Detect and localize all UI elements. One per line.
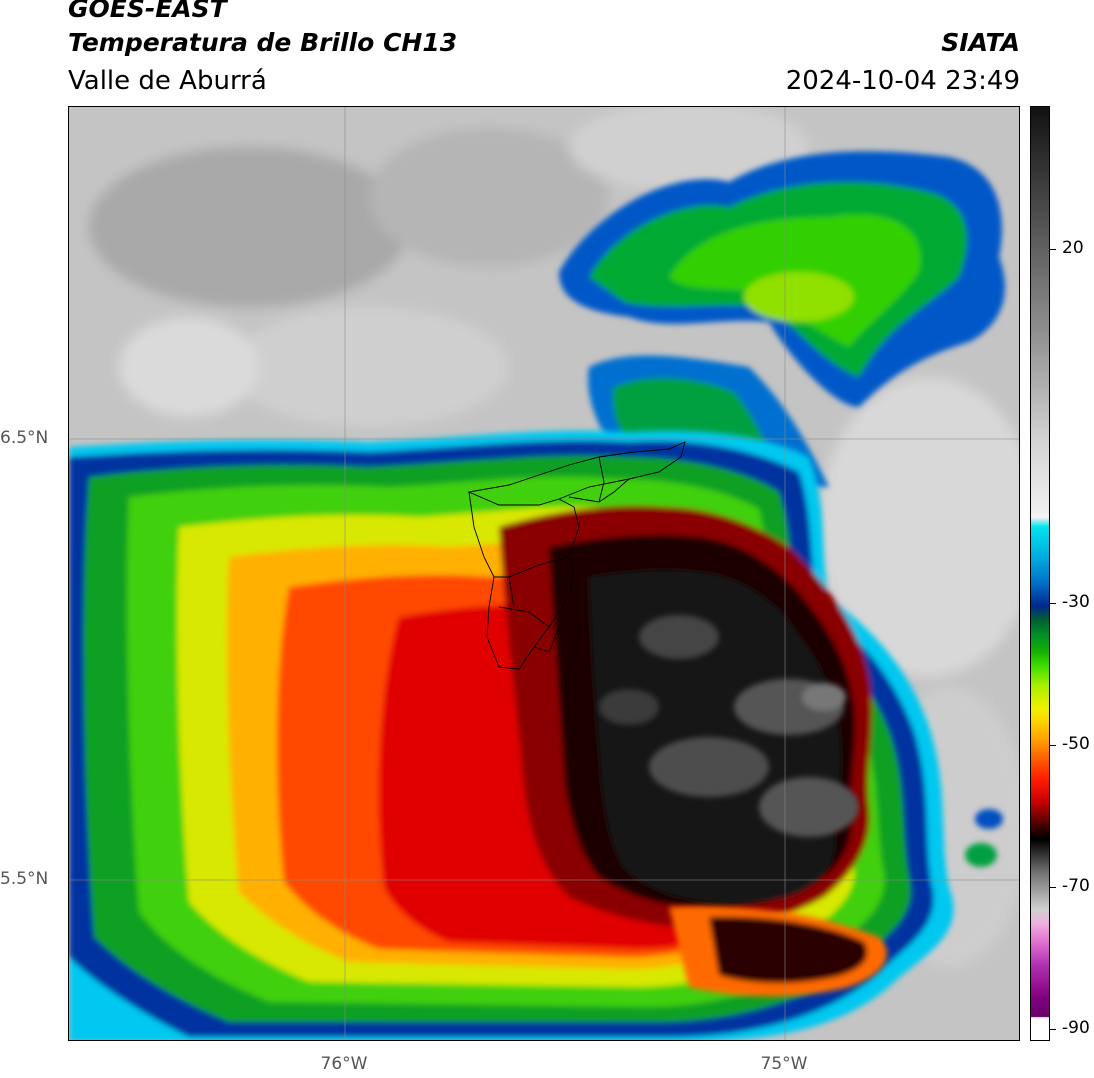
colorbar-tick xyxy=(1050,745,1056,746)
brightness-temperature-field xyxy=(69,107,1019,1040)
lat-tick-label: 6.5°N xyxy=(0,428,49,448)
eastern-small-clouds xyxy=(965,809,1003,867)
colorbar-tick xyxy=(1050,603,1056,604)
colorbar-tick xyxy=(1050,887,1056,888)
lat-tick-label: 5.5°N xyxy=(0,869,49,889)
lon-tick-label: 75°W xyxy=(760,1054,808,1074)
colorbar-tick xyxy=(1050,249,1056,250)
colorbar-label: -50 xyxy=(1062,734,1090,754)
colorbar-label: -90 xyxy=(1062,1018,1090,1038)
colorbar-label: -30 xyxy=(1062,592,1090,612)
organization-label: SIATA xyxy=(941,28,1020,57)
colorbar-tick xyxy=(1050,1029,1056,1030)
cold-core-patches xyxy=(599,615,859,837)
convective-complex xyxy=(69,430,954,1040)
temperature-colorbar xyxy=(1030,106,1050,1041)
product-title: Temperatura de Brillo CH13 xyxy=(68,28,458,57)
lon-tick-label: 76°W xyxy=(320,1054,368,1074)
satellite-map[interactable] xyxy=(68,106,1020,1041)
colorbar-label: -70 xyxy=(1062,876,1090,896)
southern-cloud-finger xyxy=(669,906,888,997)
graticule xyxy=(69,107,1019,1040)
timestamp-label: 2024-10-04 23:49 xyxy=(785,66,1020,96)
satellite-title: GOES-EAST xyxy=(68,0,227,23)
colorbar-label: 20 xyxy=(1062,238,1084,258)
northeast-cloud-patch xyxy=(559,151,1005,407)
valley-municipality-outlines xyxy=(467,441,686,670)
region-subtitle: Valle de Aburrá xyxy=(68,66,267,96)
